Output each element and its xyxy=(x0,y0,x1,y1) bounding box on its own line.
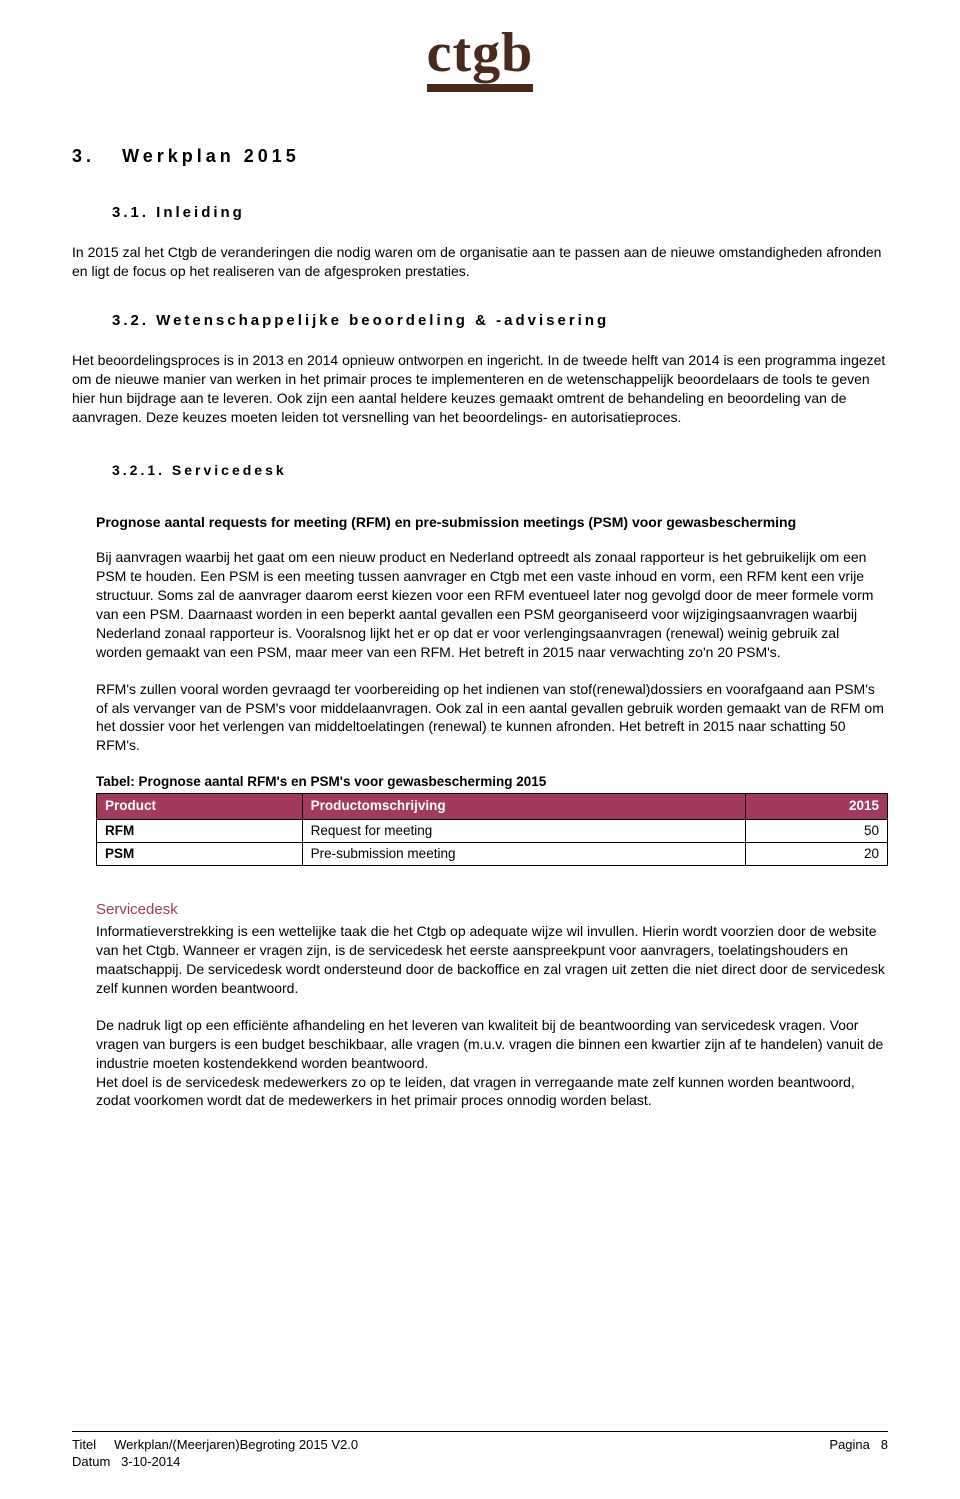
th-year: 2015 xyxy=(745,794,887,819)
para-servicedesk-1: Informatieverstrekking is een wettelijke… xyxy=(96,922,888,998)
table-cell: RFM xyxy=(97,819,303,842)
table-row: RFMRequest for meeting50 xyxy=(97,819,888,842)
footer-page-label: Pagina xyxy=(829,1437,869,1452)
servicedesk-subheading: Servicedesk xyxy=(96,900,888,920)
table-cell: 20 xyxy=(745,842,887,865)
table-row: PSMPre-submission meeting20 xyxy=(97,842,888,865)
logo-underline xyxy=(427,84,534,92)
footer-page-value: 8 xyxy=(881,1437,888,1452)
para-servicedesk-3: Het doel is de servicedesk medewerkers z… xyxy=(96,1073,888,1111)
table-cell: PSM xyxy=(97,842,303,865)
para-servicedesk-2: De nadruk ligt op een efficiënte afhande… xyxy=(96,1016,888,1073)
logo: ctgb xyxy=(427,28,534,106)
chapter-number: 3. xyxy=(72,146,95,166)
table-cell: 50 xyxy=(745,819,887,842)
page-footer: Titel Werkplan/(Meerjaren)Begroting 2015… xyxy=(72,1431,888,1471)
footer-title-value: Werkplan/(Meerjaren)Begroting 2015 V2.0 xyxy=(114,1437,358,1452)
section-3-2-paragraph: Het beoordelingsproces is in 2013 en 201… xyxy=(72,351,888,427)
para-psm: Bij aanvragen waarbij het gaat om een ni… xyxy=(96,548,888,661)
para-rfm: RFM's zullen vooral worden gevraagd ter … xyxy=(96,680,888,756)
th-product: Product xyxy=(97,794,303,819)
section-3-1-heading: 3.1. Inleiding xyxy=(112,203,888,223)
footer-right: Pagina 8 xyxy=(829,1436,888,1471)
footer-left: Titel Werkplan/(Meerjaren)Begroting 2015… xyxy=(72,1436,358,1471)
section-3-1-paragraph: In 2015 zal het Ctgb de veranderingen di… xyxy=(72,243,888,281)
th-desc: Productomschrijving xyxy=(302,794,745,819)
table-cell: Request for meeting xyxy=(302,819,745,842)
table-cell: Pre-submission meeting xyxy=(302,842,745,865)
section-3-2-heading: 3.2. Wetenschappelijke beoordeling & -ad… xyxy=(112,311,888,331)
prognose-table: Product Productomschrijving 2015 RFMRequ… xyxy=(96,793,888,866)
section-3-2-1-heading: 3.2.1. Servicedesk xyxy=(112,461,888,480)
logo-text: ctgb xyxy=(427,22,534,84)
footer-date-label: Datum xyxy=(72,1454,110,1469)
chapter-heading: 3. Werkplan 2015 xyxy=(72,144,888,168)
prognose-heading: Prognose aantal requests for meeting (RF… xyxy=(96,513,888,532)
chapter-title: Werkplan 2015 xyxy=(122,146,300,166)
footer-title-label: Titel xyxy=(72,1437,96,1452)
table-header-row: Product Productomschrijving 2015 xyxy=(97,794,888,819)
logo-container: ctgb xyxy=(72,28,888,106)
table-caption: Tabel: Prognose aantal RFM's en PSM's vo… xyxy=(96,773,888,791)
footer-date-value: 3-10-2014 xyxy=(121,1454,180,1469)
